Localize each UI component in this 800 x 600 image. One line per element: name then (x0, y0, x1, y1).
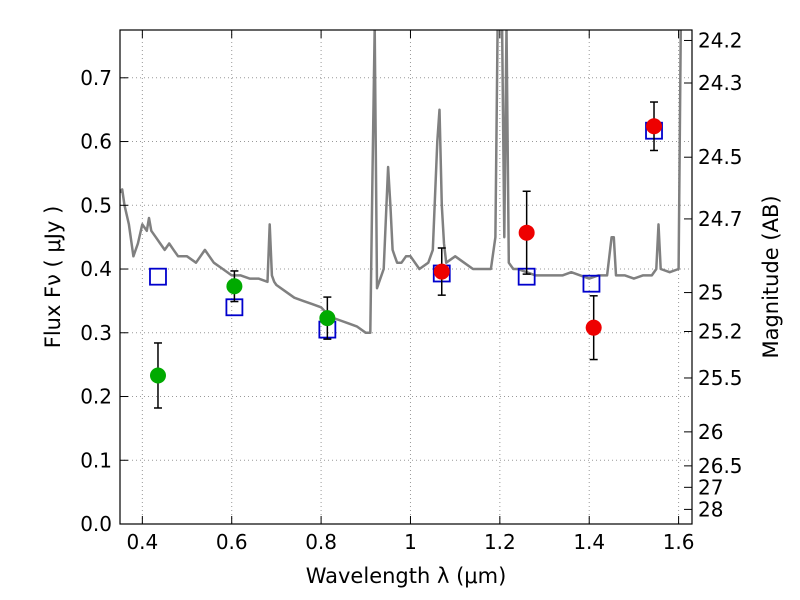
green-flux-point (149, 367, 166, 384)
x-tick-label: 1 (404, 530, 417, 554)
x-axis-label: Wavelength λ (μm) (306, 564, 507, 588)
y2-tick-label: 26 (698, 420, 723, 444)
y2-tick-label: 26.5 (698, 454, 743, 478)
green-flux-point (319, 310, 336, 327)
x-tick-label: 1.2 (484, 530, 516, 554)
model-flux-square (149, 267, 167, 286)
y2-tick-label: 24.7 (698, 207, 743, 231)
y-tick-label: 0.3 (80, 321, 112, 345)
model-flux-square (582, 274, 601, 293)
plot-frame (119, 29, 693, 525)
y-tick-label: 0.1 (80, 448, 112, 472)
grid (120, 30, 692, 525)
y2-tick-label: 28 (698, 497, 723, 521)
y2-tick-label: 25.2 (698, 320, 743, 344)
y2-tick-label: 24.3 (698, 71, 743, 95)
y-tick-label: 0.6 (80, 130, 112, 154)
y-axis-label: Flux Fν ( μJy ) (41, 206, 65, 349)
y-tick-label: 0.5 (80, 193, 112, 217)
y-tick-label: 0.4 (80, 257, 112, 281)
y-tick-label: 0.0 (80, 512, 112, 536)
green-flux-point (226, 278, 243, 295)
right-axis-label: Magnitude (AB) (759, 195, 783, 358)
x-tick-label: 1.4 (573, 530, 605, 554)
red-flux-point (585, 319, 602, 336)
template-spectrum (120, 30, 683, 335)
x-tick-label: 1.6 (663, 530, 695, 554)
y2-tick-label: 24.5 (698, 145, 743, 169)
y2-tick-label: 27 (698, 475, 723, 499)
data-points (149, 101, 663, 409)
red-flux-point (646, 118, 663, 135)
x-tick-label: 0.8 (305, 530, 337, 554)
red-flux-point (518, 224, 535, 241)
x-tick-label: 0.6 (216, 530, 248, 554)
y2-tick-label: 24.2 (698, 28, 743, 52)
template-spectrum-line (120, 30, 683, 335)
y2-tick-label: 25.5 (698, 366, 743, 390)
axes: 0.4 0.6 0.8 1 1.2 1.4 1.6 0.0 0.1 0.2 0.3 0.4 0.5 0.6… (80, 28, 742, 554)
x-tick-label: 0.4 (126, 530, 158, 554)
red-flux-point (433, 263, 450, 280)
y-tick-label: 0.7 (80, 66, 112, 90)
y-tick-label: 0.2 (80, 385, 112, 409)
y2-tick-label: 25 (698, 281, 723, 305)
